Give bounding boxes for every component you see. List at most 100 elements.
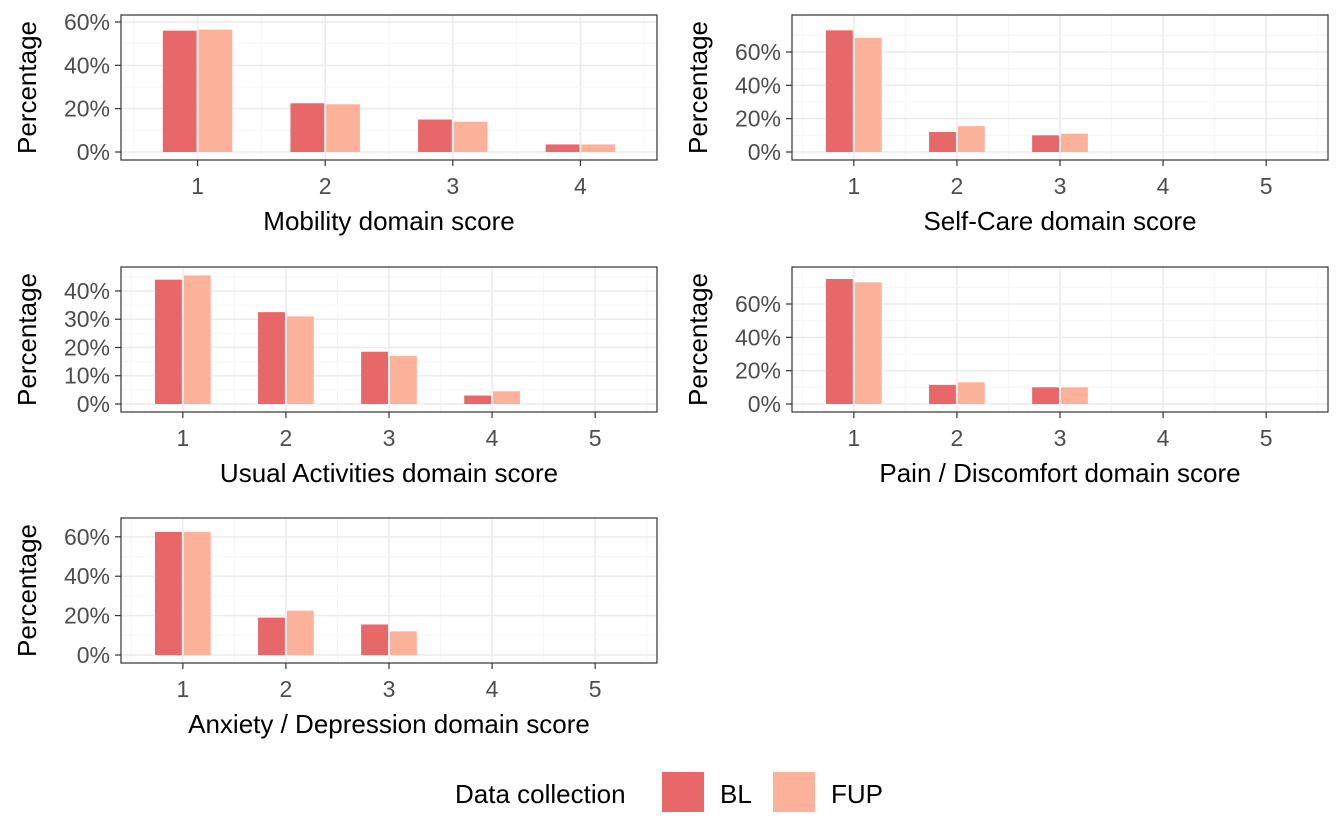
x-tick-label: 5 (1260, 425, 1273, 451)
x-tick-label: 4 (1157, 173, 1170, 199)
panel-border (120, 14, 658, 161)
x-axis-title: Self-Care domain score (923, 206, 1196, 236)
x-tick-label: 5 (589, 676, 602, 702)
bar-fup-score-1 (854, 282, 882, 404)
legend-label-fup: FUP (831, 779, 883, 809)
y-axis-title: Percentage (683, 21, 713, 154)
bar-fup-score-2 (326, 104, 360, 152)
y-axis-title: Percentage (683, 273, 713, 406)
x-tick-label: 3 (1054, 173, 1067, 199)
y-tick-label: 20% (64, 96, 110, 122)
legend-title: Data collection (455, 779, 626, 809)
x-axis-title: Pain / Discomfort domain score (879, 458, 1240, 488)
bar-bl-score-2 (290, 103, 325, 152)
x-tick-label: 2 (951, 425, 964, 451)
y-tick-label: 60% (64, 9, 110, 35)
bar-bl-score-1 (825, 279, 853, 404)
y-axis-title: Percentage (12, 21, 42, 154)
bar-bl-score-2 (258, 312, 285, 404)
legend-key-fup (773, 772, 815, 812)
bar-fup-score-3 (390, 355, 417, 404)
panel-self-care-domain-score: 0% 20% 40% 60% 1 2 3 4 5 Self-Care domain score Pe… (683, 14, 1329, 236)
bar-fup-score-2 (286, 316, 314, 404)
x-tick-label: 5 (589, 425, 602, 451)
bar-fup-score-2 (957, 382, 985, 404)
bar-fup-score-1 (183, 531, 211, 655)
x-tick-label: 1 (847, 173, 860, 199)
y-tick-label: 20% (735, 106, 781, 132)
y-tick-label: 40% (64, 278, 110, 304)
x-tick-label: 1 (176, 425, 189, 451)
legend: Data collection BL FUP (455, 772, 883, 812)
bar-bl-score-3 (1032, 135, 1059, 152)
y-tick-label: 20% (64, 603, 110, 629)
bar-fup-score-3 (1061, 387, 1088, 404)
bar-fup-score-4 (581, 144, 616, 152)
y-tick-label: 0% (748, 391, 781, 417)
y-tick-label: 60% (735, 39, 781, 65)
bar-bl-score-3 (1032, 387, 1059, 404)
y-tick-label: 0% (77, 391, 110, 417)
y-tick-label: 10% (64, 363, 110, 389)
bar-fup-score-1 (183, 275, 211, 404)
x-tick-label: 2 (280, 676, 293, 702)
x-tick-label: 4 (574, 173, 587, 199)
x-tick-label: 4 (1157, 425, 1170, 451)
bar-fup-score-3 (453, 121, 488, 152)
panel-mobility-domain-score: 0% 20% 40% 60% 1 2 3 4 Mobility domain score Perc… (12, 9, 658, 236)
x-tick-label: 3 (446, 173, 459, 199)
bar-bl-score-4 (464, 395, 492, 404)
y-tick-label: 40% (735, 324, 781, 350)
legend-label-bl: BL (720, 779, 752, 809)
bar-bl-score-1 (154, 531, 182, 655)
y-tick-label: 40% (735, 72, 781, 98)
y-tick-label: 20% (735, 358, 781, 384)
panel-pain-discomfort-domain-score: 0% 20% 40% 60% 1 2 3 4 5 Pain / Discomfort domain… (683, 266, 1329, 488)
x-tick-label: 2 (280, 425, 293, 451)
x-tick-label: 3 (1054, 425, 1067, 451)
x-tick-label: 3 (383, 676, 396, 702)
bar-bl-score-3 (418, 119, 452, 152)
x-axis-title: Anxiety / Depression domain score (188, 709, 590, 739)
x-tick-label: 3 (383, 425, 396, 451)
y-tick-label: 30% (64, 306, 110, 332)
y-tick-label: 20% (64, 334, 110, 360)
bar-bl-score-4 (545, 144, 580, 152)
x-tick-label: 4 (486, 425, 499, 451)
legend-key-bl (662, 772, 704, 812)
bar-fup-score-3 (390, 631, 417, 655)
bar-bl-score-1 (825, 30, 853, 152)
y-tick-label: 60% (735, 291, 781, 317)
x-tick-label: 5 (1260, 173, 1273, 199)
panel-anxiety-depression-domain-score: 0% 20% 40% 60% 1 2 3 4 5 Anxiety / Depression dom… (12, 517, 658, 739)
x-tick-label: 1 (191, 173, 204, 199)
bar-bl-score-2 (929, 384, 956, 404)
y-axis-title: Percentage (12, 273, 42, 406)
y-tick-label: 60% (64, 524, 110, 550)
y-tick-label: 40% (64, 52, 110, 78)
bar-fup-score-3 (1061, 133, 1088, 152)
panel-usual-activities-domain-score: 0%10% 20%30%40% 1 2 3 4 5 Usual Activities doma… (12, 266, 658, 488)
x-axis-title: Mobility domain score (263, 206, 514, 236)
y-tick-label: 0% (748, 139, 781, 165)
bar-fup-score-4 (493, 391, 520, 404)
x-tick-label: 4 (486, 676, 499, 702)
y-tick-label: 0% (77, 642, 110, 668)
x-tick-label: 1 (847, 425, 860, 451)
bar-bl-score-2 (258, 617, 285, 655)
x-tick-label: 2 (951, 173, 964, 199)
x-tick-label: 1 (176, 676, 189, 702)
bar-bl-score-3 (361, 624, 388, 655)
bar-bl-score-2 (929, 132, 956, 152)
bar-bl-score-1 (162, 30, 197, 153)
bar-fup-score-1 (854, 37, 882, 153)
bar-bl-score-3 (361, 351, 388, 404)
y-axis-title: Percentage (12, 524, 42, 657)
x-axis-title: Usual Activities domain score (220, 458, 558, 488)
y-tick-label: 40% (64, 563, 110, 589)
bar-bl-score-1 (154, 279, 182, 404)
x-tick-label: 2 (319, 173, 332, 199)
bar-fup-score-2 (957, 126, 985, 152)
